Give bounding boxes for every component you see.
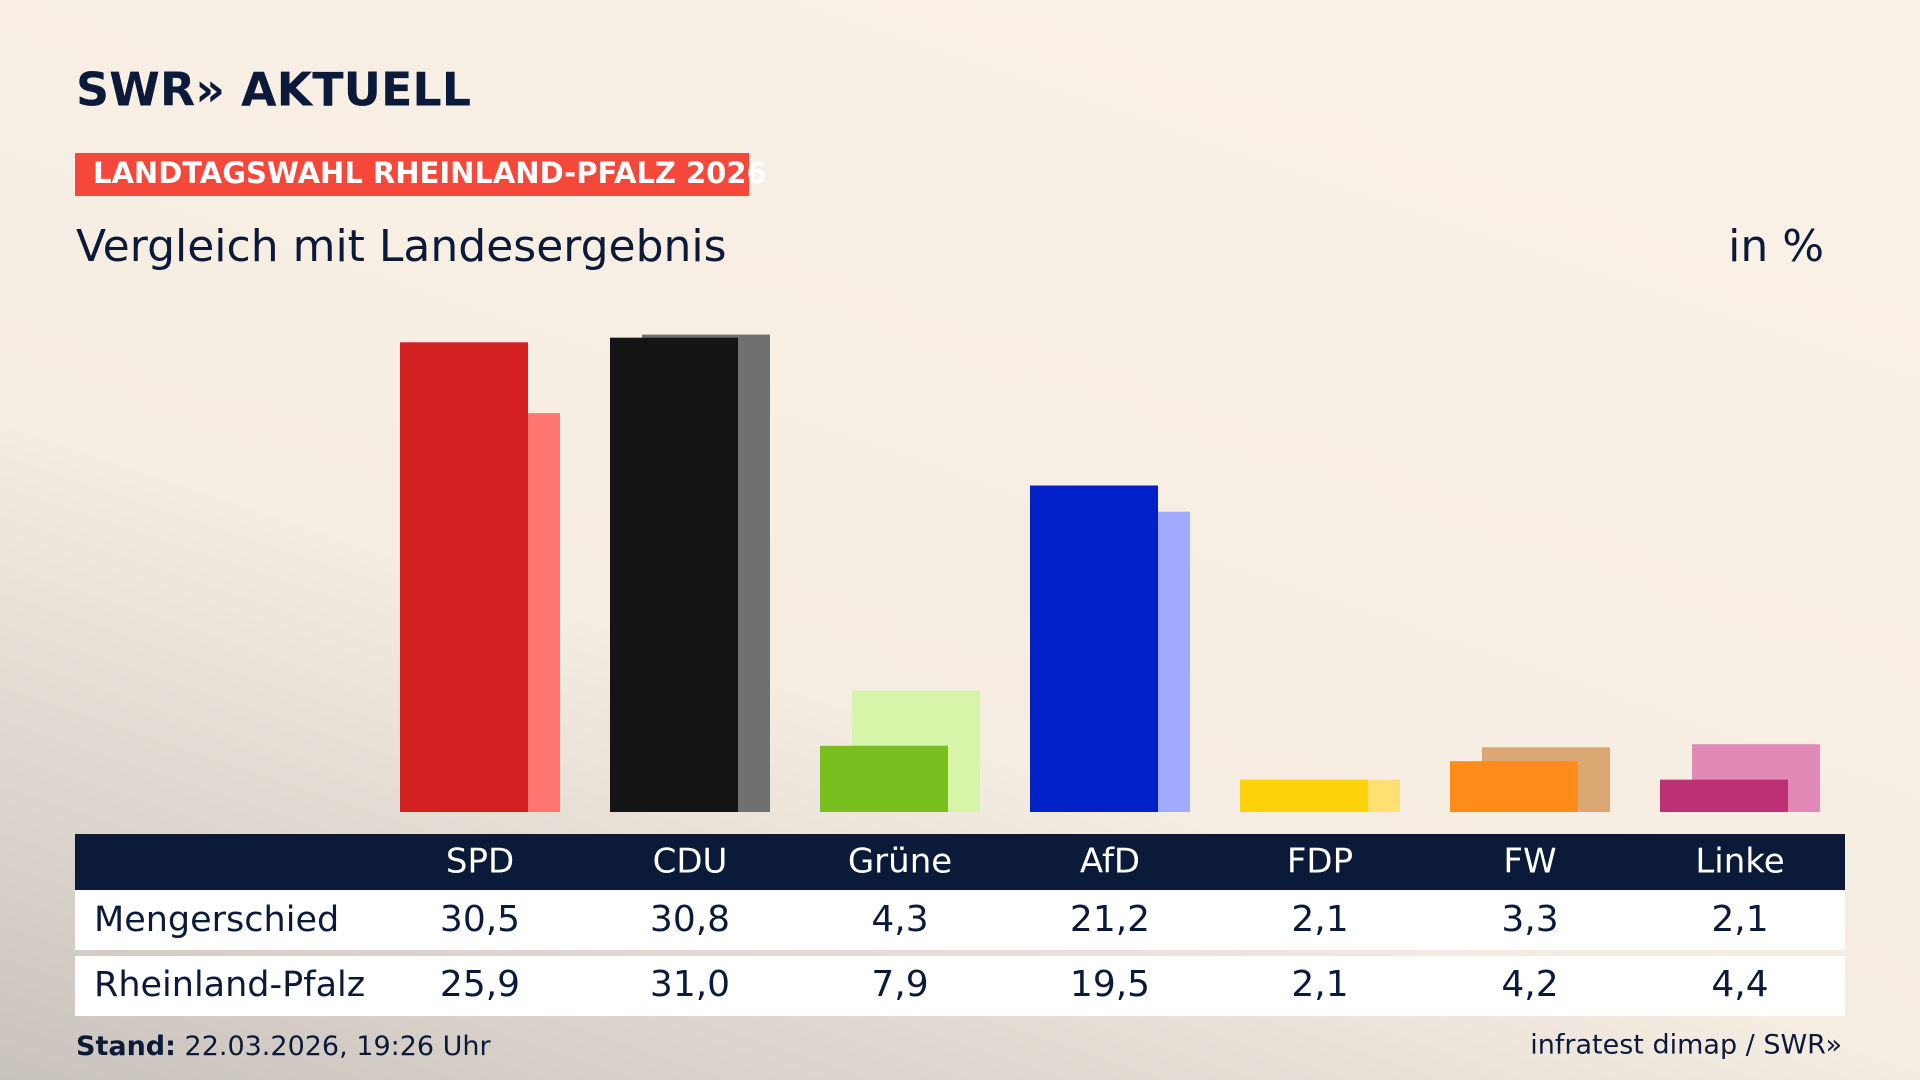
table-row <box>75 956 1845 1016</box>
category-label: CDU <box>653 842 728 882</box>
value-label: 30,8 <box>650 899 730 940</box>
source: infratest dimap / SWR» <box>1530 1030 1842 1061</box>
category-label: FDP <box>1287 842 1353 882</box>
bar <box>610 337 738 812</box>
category-label: FW <box>1503 842 1556 882</box>
chart-title: Vergleich mit Landesergebnis <box>76 221 727 272</box>
table-header <box>75 834 1845 890</box>
footer: Stand: 22.03.2026, 19:26 Uhr <box>76 1031 492 1062</box>
value-label: 19,5 <box>1070 964 1150 1005</box>
logo: SWR» AKTUELL <box>76 63 471 117</box>
value-label: 2,1 <box>1711 899 1768 940</box>
value-label: 4,4 <box>1711 964 1768 1005</box>
series-label: Rheinland-Pfalz <box>94 965 365 1005</box>
footer-date: 22.03.2026, 19:26 Uhr <box>185 1031 492 1062</box>
bar <box>400 342 528 812</box>
value-label: 7,9 <box>871 964 928 1005</box>
unit-label: in % <box>1728 221 1824 272</box>
value-label: 30,5 <box>440 899 520 940</box>
bar <box>1030 485 1158 812</box>
table-row <box>75 890 1845 950</box>
bar <box>820 745 948 812</box>
footer-label: Stand: <box>76 1031 176 1062</box>
category-label: AfD <box>1080 842 1140 882</box>
bar <box>1240 779 1368 812</box>
value-label: 3,3 <box>1501 899 1558 940</box>
value-label: 4,2 <box>1501 964 1558 1005</box>
bar <box>1450 761 1578 812</box>
value-label: 2,1 <box>1291 964 1348 1005</box>
category-label: SPD <box>446 842 514 882</box>
bar <box>1660 779 1788 812</box>
category-label: Grüne <box>848 842 952 882</box>
value-label: 2,1 <box>1291 899 1348 940</box>
value-label: 21,2 <box>1070 899 1150 940</box>
category-label: Linke <box>1695 842 1784 882</box>
value-label: 31,0 <box>650 964 730 1005</box>
value-label: 25,9 <box>440 964 520 1005</box>
badge: LANDTAGSWAHL RHEINLAND-PFALZ 2026 <box>93 156 767 190</box>
value-label: 4,3 <box>871 899 928 940</box>
series-label: Mengerschied <box>94 900 339 940</box>
badge-bg <box>75 153 749 196</box>
